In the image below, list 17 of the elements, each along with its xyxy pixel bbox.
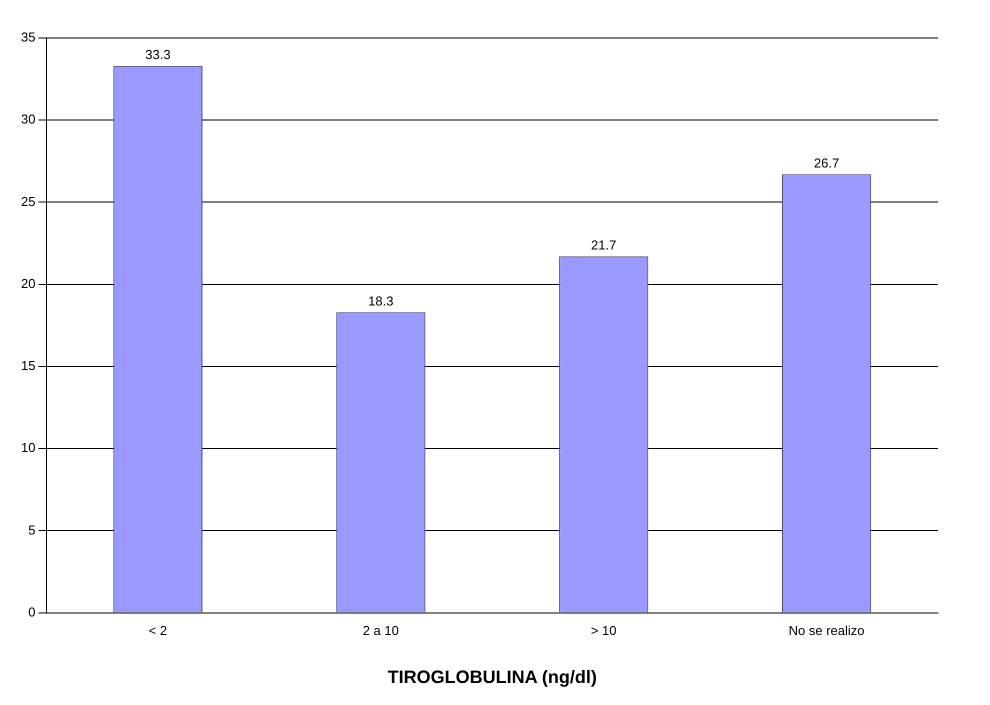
data-label: 33.3 [145,46,171,62]
y-tick-label: 25 [20,194,36,209]
y-tick-label: 10 [20,440,36,456]
y-tick-label: 0 [28,604,36,620]
x-axis-title: TIROGLOBULINA (ng/dl) [388,667,597,688]
data-label: 21.7 [591,238,616,252]
y-tick-label: 30 [20,112,36,127]
data-label: 18.3 [368,293,394,308]
x-tick-label: No se realizo [788,623,864,638]
y-tick-label: 15 [20,358,36,374]
y-tick-label: 20 [20,276,36,291]
y-tick-label: 5 [28,522,36,538]
y-tick-label: 35 [20,30,36,45]
data-label: 26.7 [814,155,840,170]
x-tick-label: 2 a 10 [362,623,399,638]
x-tick-label: > 10 [590,623,617,638]
x-tick-label: < 2 [148,623,168,638]
